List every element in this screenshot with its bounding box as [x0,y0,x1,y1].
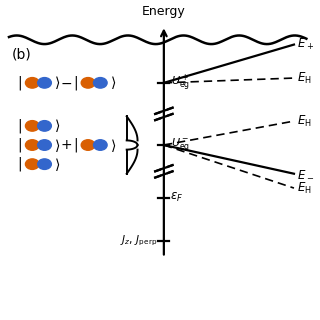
Text: $-$: $-$ [60,76,72,90]
Text: $U_{\rm eg}^-$: $U_{\rm eg}^-$ [171,136,190,154]
Text: $|$: $|$ [73,136,78,154]
Text: $\rangle$: $\rangle$ [110,74,116,91]
Circle shape [38,121,51,131]
Text: $|$: $|$ [17,74,22,92]
Circle shape [38,159,51,169]
Text: $+$: $+$ [60,138,72,152]
Text: $E_{\rm H}$: $E_{\rm H}$ [297,180,312,196]
Text: (b): (b) [12,47,32,61]
Text: $\varepsilon_F$: $\varepsilon_F$ [170,191,183,204]
Text: Energy: Energy [142,5,186,18]
Text: $\rangle$: $\rangle$ [54,117,60,134]
Text: $|$: $|$ [73,74,78,92]
Circle shape [26,121,39,131]
Circle shape [26,140,39,150]
Text: $\rangle$: $\rangle$ [54,74,60,91]
Text: $E_+$: $E_+$ [297,37,314,52]
Text: $\rangle$: $\rangle$ [110,137,116,154]
Text: $J_{z},\,J_{\rm perp}$: $J_{z},\,J_{\rm perp}$ [121,234,158,248]
Text: $E_{\rm H}$: $E_{\rm H}$ [297,114,312,129]
Circle shape [38,77,51,88]
Circle shape [81,140,95,150]
Text: $\rangle$: $\rangle$ [54,137,60,154]
Circle shape [81,77,95,88]
Text: $\rangle$: $\rangle$ [54,156,60,173]
Text: $E_{\rm H}$: $E_{\rm H}$ [297,70,312,86]
Text: $|$: $|$ [17,117,22,135]
Circle shape [26,77,39,88]
Text: $E_-$: $E_-$ [297,167,314,180]
Text: $U_{\rm eg}^+$: $U_{\rm eg}^+$ [171,72,190,93]
Text: $|$: $|$ [17,136,22,154]
Circle shape [26,159,39,169]
Circle shape [93,77,107,88]
Circle shape [38,140,51,150]
Text: $|$: $|$ [17,155,22,173]
Circle shape [93,140,107,150]
